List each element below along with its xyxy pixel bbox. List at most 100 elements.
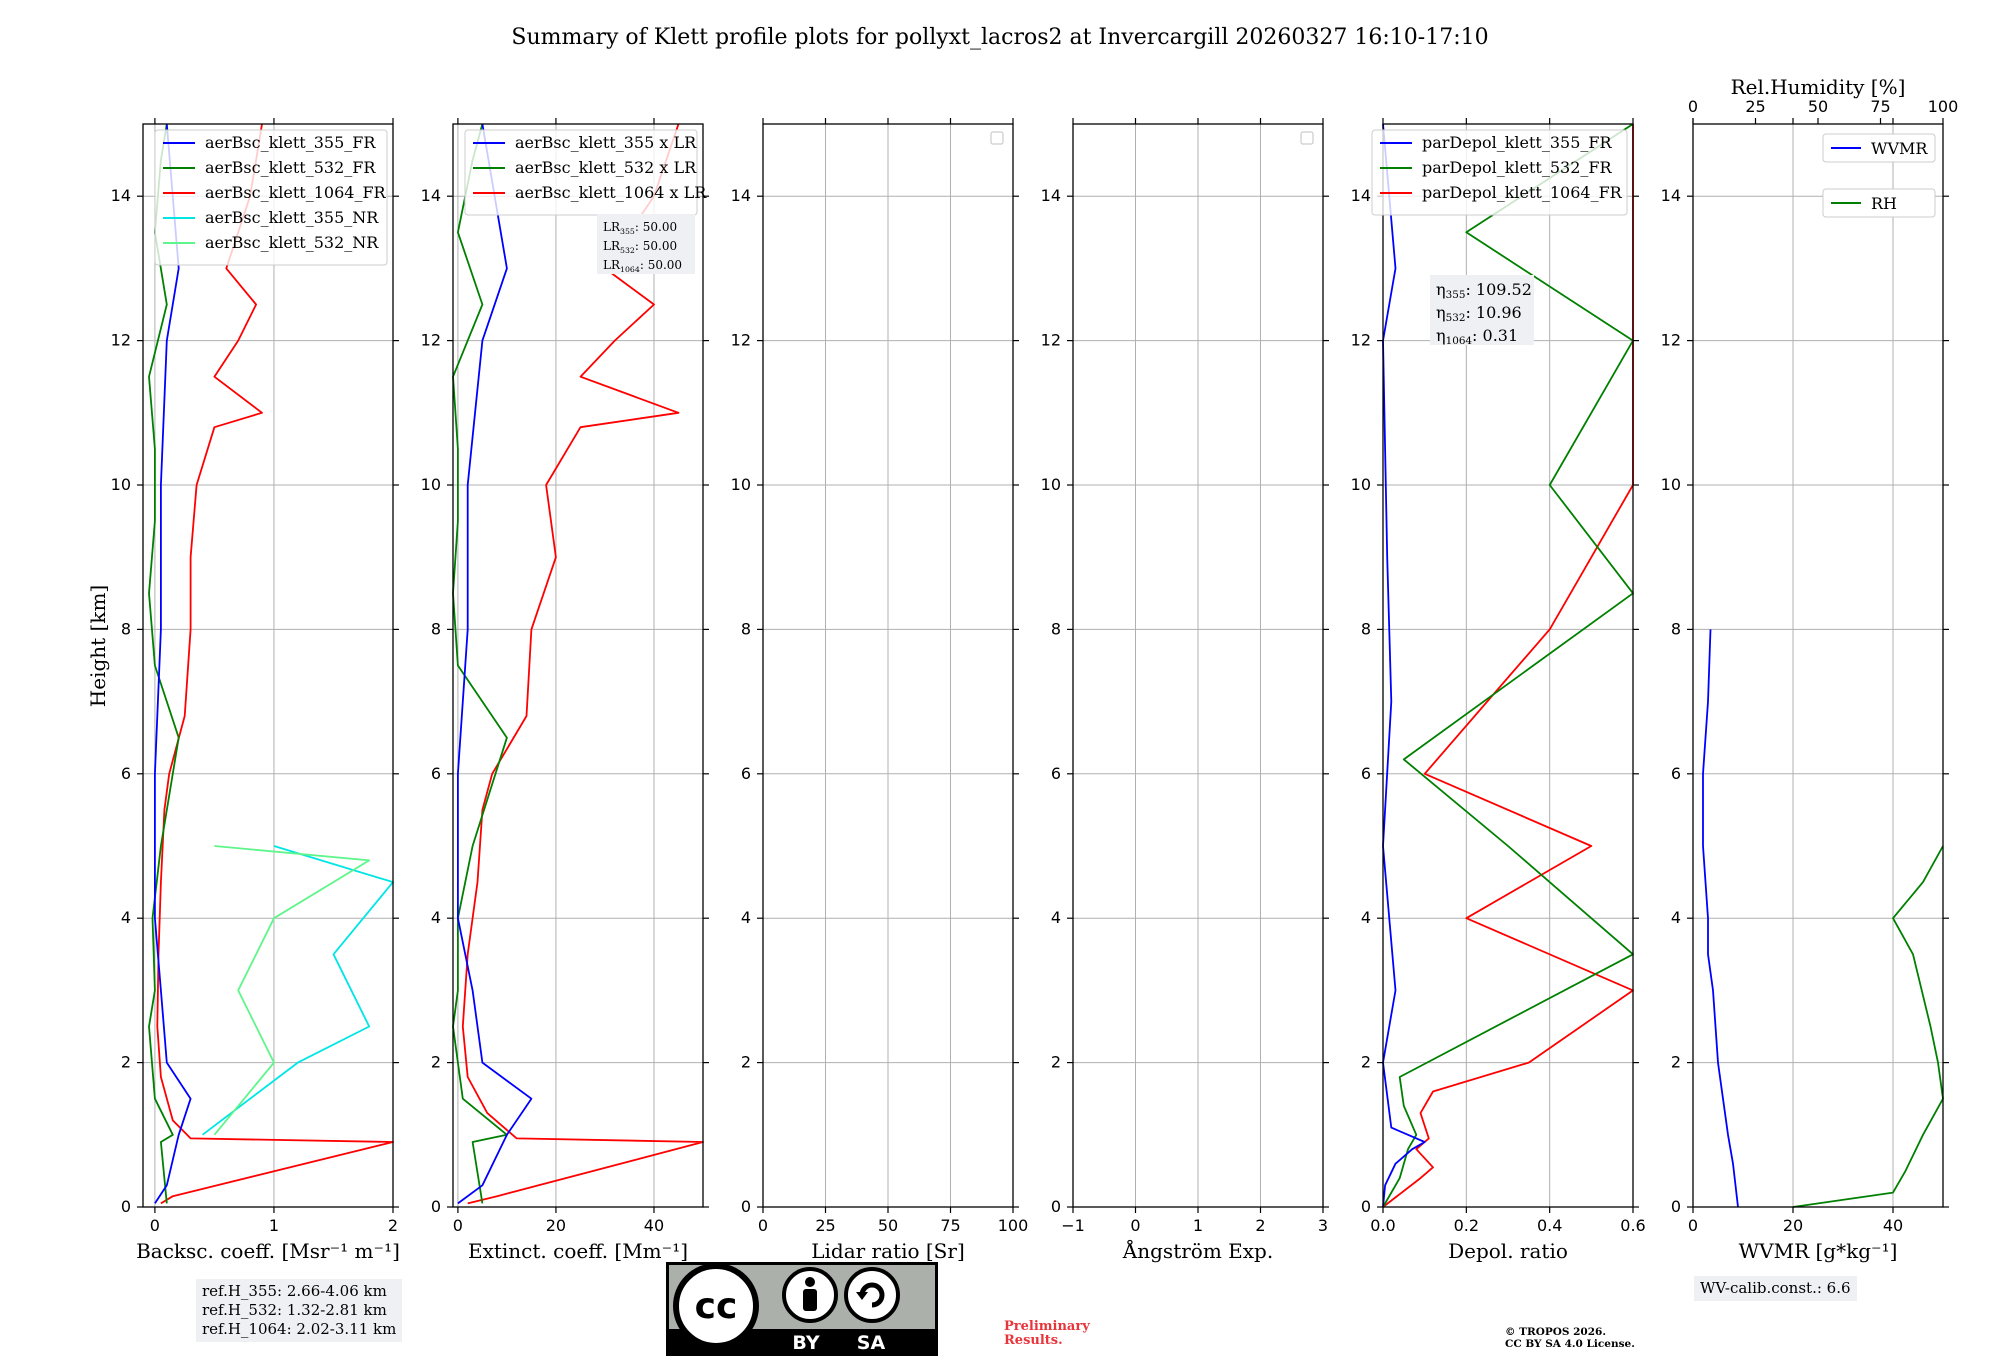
series-line-aerBsc_klett_1064_FR <box>156 123 394 1205</box>
y-tick-label: 8 <box>741 619 751 638</box>
axes-frame <box>452 123 704 1208</box>
legend-box <box>154 129 388 266</box>
top-x-tick-label: 50 <box>1808 97 1828 116</box>
cc-sa-label: SA <box>857 1332 886 1354</box>
y-tick-label: 2 <box>1051 1053 1061 1072</box>
series-line-aerBsc_klett_532_NR <box>213 845 371 1136</box>
y-tick-label: 4 <box>1051 908 1061 927</box>
y-tick-label: 4 <box>1361 908 1371 927</box>
share-alike-icon <box>844 1267 900 1323</box>
annotation-line: η532: 10.96 <box>1436 303 1522 324</box>
copyright-line-1: © TROPOS 2026. <box>1505 1326 1607 1338</box>
x-tick-label: 75 <box>940 1216 960 1235</box>
x-axis-label: WVMR [g*kg⁻¹] <box>1739 1239 1898 1263</box>
y-tick-label: 0 <box>741 1197 751 1216</box>
annotation-line: LR532: 50.00 <box>603 239 677 255</box>
y-tick-label: 14 <box>111 186 131 205</box>
x-tick-label: 0 <box>1130 1216 1140 1235</box>
legend: WVMR RH <box>1822 133 1936 218</box>
y-tick-label: 10 <box>421 475 441 494</box>
x-tick-label: 2 <box>1255 1216 1265 1235</box>
panel-extinction: 0 20 40 0 2 4 6 8 10 12 14 Extinct. coeff. [Mm⁻¹] ae… <box>421 118 709 1263</box>
y-tick-label: 14 <box>1041 186 1061 205</box>
legend-entry: RH <box>1871 194 1897 213</box>
axes-frame <box>1692 123 1944 1208</box>
legend-box <box>1822 133 1936 163</box>
annotation-box <box>597 214 695 274</box>
cc-license-badge: cc BY SA <box>666 1262 938 1356</box>
y-tick-label: 8 <box>1051 619 1061 638</box>
x-tick-label: −1 <box>1061 1216 1085 1235</box>
legend-entry: aerBsc_klett_1064_FR <box>205 183 387 202</box>
legend-entry: aerBsc_klett_1064 x LR <box>515 183 707 202</box>
y-tick-label: 10 <box>1351 475 1371 494</box>
series-line-parDepol_klett_1064_FR <box>1382 124 1634 1208</box>
series-line-aerBsc_klett_532 x LR <box>452 123 508 1204</box>
y-tick-label: 6 <box>1051 764 1061 783</box>
legend-entry: aerBsc_klett_355_NR <box>205 208 379 227</box>
ref-height-355: ref.H_355: 2.66-4.06 km <box>202 1282 387 1300</box>
panel-depolarization: 0.0 0.2 0.4 0.6 0 2 4 6 8 10 12 14 Depol. ratio parDe… <box>1351 118 1646 1263</box>
x-tick-label: 0 <box>1688 1216 1698 1235</box>
top-x-tick-label: 0 <box>1688 97 1698 116</box>
series-line-aerBsc_klett_355_FR <box>153 123 192 1204</box>
legend-entry: aerBsc_klett_355 x LR <box>515 133 697 152</box>
legend-box <box>1822 188 1936 218</box>
x-tick-label: 0.4 <box>1537 1216 1562 1235</box>
y-tick-label: 12 <box>731 331 751 350</box>
y-tick-label: 6 <box>1671 764 1681 783</box>
y-tick-label: 4 <box>741 908 751 927</box>
y-tick-label: 0 <box>431 1197 441 1216</box>
x-tick-label: 3 <box>1318 1216 1328 1235</box>
x-tick-label: 1 <box>269 1216 279 1235</box>
y-tick-label: 10 <box>1041 475 1061 494</box>
empty-legend <box>1300 131 1314 145</box>
y-tick-label: 8 <box>1671 619 1681 638</box>
y-tick-label: 0 <box>121 1197 131 1216</box>
y-tick-label: 14 <box>731 186 751 205</box>
series-line-parDepol_klett_355_FR <box>1382 123 1426 1208</box>
top-x-tick-label: 25 <box>1745 97 1765 116</box>
svg-text:cc: cc <box>695 1286 738 1327</box>
series-line-aerBsc_klett_355 x LR <box>456 123 533 1205</box>
annotation-line: LR1064: 50.00 <box>603 258 682 274</box>
annotation: LR355: 50.00 LR532: 50.00 LR1064: 50.00 <box>597 214 695 274</box>
x-axis-label: Extinct. coeff. [Mm⁻¹] <box>468 1239 688 1263</box>
preliminary-line-2: Results. <box>1004 1333 1063 1348</box>
legend-entry: WVMR <box>1871 139 1928 158</box>
reference-height-box: ref.H_355: 2.66-4.06 km ref.H_532: 1.32-… <box>196 1279 403 1342</box>
legend: aerBsc_klett_355 x LR aerBsc_klett_532 x … <box>464 129 707 216</box>
preliminary-line-1: Preliminary <box>1004 1319 1090 1334</box>
legend-entry: parDepol_klett_1064_FR <box>1422 183 1623 202</box>
y-tick-label: 12 <box>1661 331 1681 350</box>
x-tick-label: 100 <box>998 1216 1029 1235</box>
y-tick-label: 2 <box>741 1053 751 1072</box>
legend-box <box>1371 129 1628 216</box>
series-line-aerBsc_klett_532_FR <box>148 123 180 1204</box>
y-tick-label: 2 <box>431 1053 441 1072</box>
empty-legend <box>990 131 1004 145</box>
x-tick-label: 0 <box>758 1216 768 1235</box>
x-tick-label: 0 <box>453 1216 463 1235</box>
copyright-note: © TROPOS 2026. CC BY SA 4.0 License. <box>1505 1326 1635 1350</box>
wv-calibration-box: WV-calib.const.: 6.6 <box>1694 1276 1857 1301</box>
axes-frame <box>1382 123 1634 1208</box>
y-tick-label: 10 <box>111 475 131 494</box>
axes-frame <box>142 123 394 1208</box>
y-tick-label: 4 <box>1671 908 1681 927</box>
panel-wvmr_rh: 0 20 40 0 2 4 6 8 10 12 14 WVMR [g*kg⁻¹] 0 25 50 75 100 R… <box>1661 75 1959 1263</box>
y-tick-label: 10 <box>1661 475 1681 494</box>
ref-height-532: ref.H_532: 1.32-2.81 km <box>202 1301 387 1319</box>
x-tick-label: 25 <box>815 1216 835 1235</box>
series-line-RH <box>1792 845 1944 1208</box>
cc-by-label: BY <box>792 1332 819 1354</box>
legend: aerBsc_klett_355_FR aerBsc_klett_532_FRae… <box>154 129 388 266</box>
series-line-parDepol_klett_532_FR <box>1382 123 1634 1208</box>
y-tick-label: 2 <box>1361 1053 1371 1072</box>
y-tick-label: 0 <box>1051 1197 1061 1216</box>
legend-entry: aerBsc_klett_532 x LR <box>515 158 697 177</box>
